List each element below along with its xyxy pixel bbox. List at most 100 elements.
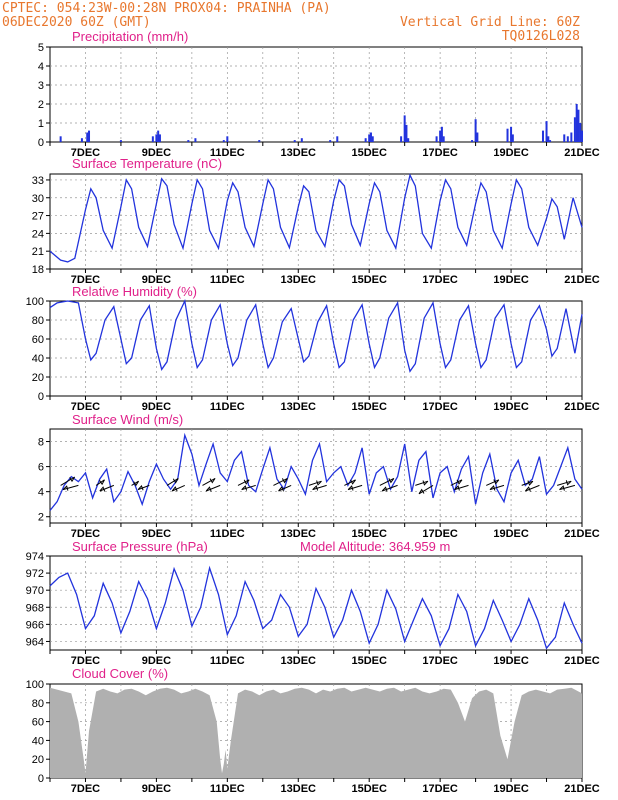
precip-bar xyxy=(300,138,303,142)
precip-bar xyxy=(329,140,332,142)
wind-vector xyxy=(379,477,395,486)
wind-vector-head xyxy=(525,486,531,492)
wind-vector-head xyxy=(133,480,139,487)
pressure-xtick-label: 19DEC xyxy=(493,655,529,667)
temp-xtick-label: 9DEC xyxy=(142,274,171,286)
precip-bar xyxy=(293,140,296,142)
precip-xtick-label: 15DEC xyxy=(351,147,387,159)
precip-bar xyxy=(151,136,154,142)
precip-bar xyxy=(581,130,583,142)
cloud-ytick-label: 60 xyxy=(32,717,44,729)
cloud-xtick-label: 9DEC xyxy=(142,783,171,795)
cloud-xtick-label: 17DEC xyxy=(422,783,458,795)
precip-bar xyxy=(369,132,372,142)
wind-frame xyxy=(49,428,583,524)
wind-vector xyxy=(206,484,221,492)
wind-vector xyxy=(202,477,216,486)
precip-xtick-label: 21DEC xyxy=(564,147,600,159)
temp-xtick-label: 15DEC xyxy=(351,274,387,286)
cloud-ytick-label: 20 xyxy=(32,754,44,766)
precip-bar xyxy=(442,136,445,142)
wind-vector xyxy=(344,479,356,486)
precip-xtick-label: 13DEC xyxy=(281,147,317,159)
wind-vector xyxy=(237,479,250,486)
wind-vector-head xyxy=(565,480,572,486)
wind-vector xyxy=(99,484,115,492)
temp-ytick-label: 33 xyxy=(32,175,44,187)
wind-vector xyxy=(308,480,322,486)
wind-vector-head xyxy=(171,486,178,492)
pressure-ytick-label: 968 xyxy=(26,602,44,614)
temp-ytick-label: 21 xyxy=(32,246,44,258)
precip-bar xyxy=(506,128,509,142)
precip-xtick-label: 19DEC xyxy=(493,147,529,159)
rh-xtick-label: 21DEC xyxy=(564,401,600,413)
precip-bar xyxy=(405,124,408,142)
pressure-xtick-label: 9DEC xyxy=(142,655,171,667)
wind-vector-head xyxy=(489,485,496,491)
temp-xtick-label: 17DEC xyxy=(422,274,458,286)
wind-xtick-label: 19DEC xyxy=(493,528,529,540)
cloud-ytick-label: 0 xyxy=(38,773,44,785)
wind-vector-head xyxy=(99,486,106,492)
precip-xtick-label: 7DEC xyxy=(71,147,100,159)
wind-vector-head xyxy=(418,488,425,495)
cloud-ytick-label: 40 xyxy=(32,735,44,747)
rh-xtick-label: 11DEC xyxy=(210,401,245,413)
wind-xtick-label: 11DEC xyxy=(210,528,245,540)
wind-vector xyxy=(486,479,500,486)
wind-vector-head xyxy=(527,480,534,486)
wind-vector-head xyxy=(205,486,212,492)
wind-panel: Surface Wind (m/s) 2 4 6 8 7DEC 9DEC 11DEC 13DE… xyxy=(38,412,600,540)
temp-xtick-label: 7DEC xyxy=(71,274,100,286)
wind-vector-head xyxy=(316,480,322,486)
precip-bar xyxy=(541,130,544,142)
wind-vector xyxy=(166,477,179,486)
wind-vector xyxy=(521,480,534,486)
precip-bar xyxy=(258,140,261,142)
rh-xtick-label: 17DEC xyxy=(422,401,458,413)
precip-bar xyxy=(471,140,474,142)
wind-xtick-label: 9DEC xyxy=(142,528,171,540)
wind-ytick-label: 2 xyxy=(38,512,44,524)
wind-vector xyxy=(62,484,79,491)
precip-ytick-label: 1 xyxy=(38,118,44,130)
wind-vector-head xyxy=(493,479,500,485)
precip-bar xyxy=(368,134,371,142)
wind-xtick-label: 15DEC xyxy=(351,528,387,540)
precip-bar xyxy=(194,138,197,142)
temp-title: Surface Temperature (nC) xyxy=(72,156,222,171)
rh-xtick-label: 9DEC xyxy=(142,401,171,413)
temp-panel: Surface Temperature (nC) 18 21 24 27 30 33 7DE… xyxy=(32,156,600,286)
pressure-series-line xyxy=(49,565,583,650)
precip-bar xyxy=(547,136,550,142)
pressure-title: Surface Pressure (hPa) xyxy=(72,539,208,554)
precip-xtick-label: 17DEC xyxy=(422,147,458,159)
wind-vector-head xyxy=(243,479,250,485)
header-run-date: 06DEC2020 60Z (GMT) xyxy=(2,15,151,30)
precip-bar xyxy=(435,136,438,142)
temp-xtick-label: 11DEC xyxy=(210,274,245,286)
precip-ytick-label: 0 xyxy=(38,137,44,149)
rh-panel: Relative Humidity (%) 0 20 40 60 80 100 7DEC 9D… xyxy=(26,284,600,413)
rh-ytick-label: 40 xyxy=(32,353,44,365)
cloud-area xyxy=(50,687,582,778)
temp-ytick-label: 27 xyxy=(32,211,44,223)
cloud-xtick-label: 7DEC xyxy=(71,783,100,795)
wind-vector xyxy=(60,476,75,486)
temp-ytick-label: 30 xyxy=(32,193,44,205)
wind-vector xyxy=(347,484,363,491)
precip-ytick-label: 3 xyxy=(38,80,44,92)
wind-vector-head xyxy=(350,479,356,485)
cloud-xtick-label: 13DEC xyxy=(281,783,317,795)
precip-bar xyxy=(88,130,91,142)
pressure-ytick-label: 964 xyxy=(26,636,44,648)
wind-vector xyxy=(415,480,429,486)
wind-vector-head xyxy=(281,478,288,484)
wind-vector-head xyxy=(241,485,248,491)
wind-series-line xyxy=(49,432,583,511)
wind-vector xyxy=(450,479,463,486)
temp-xtick-label: 21DEC xyxy=(564,274,600,286)
precip-bar xyxy=(226,136,229,142)
